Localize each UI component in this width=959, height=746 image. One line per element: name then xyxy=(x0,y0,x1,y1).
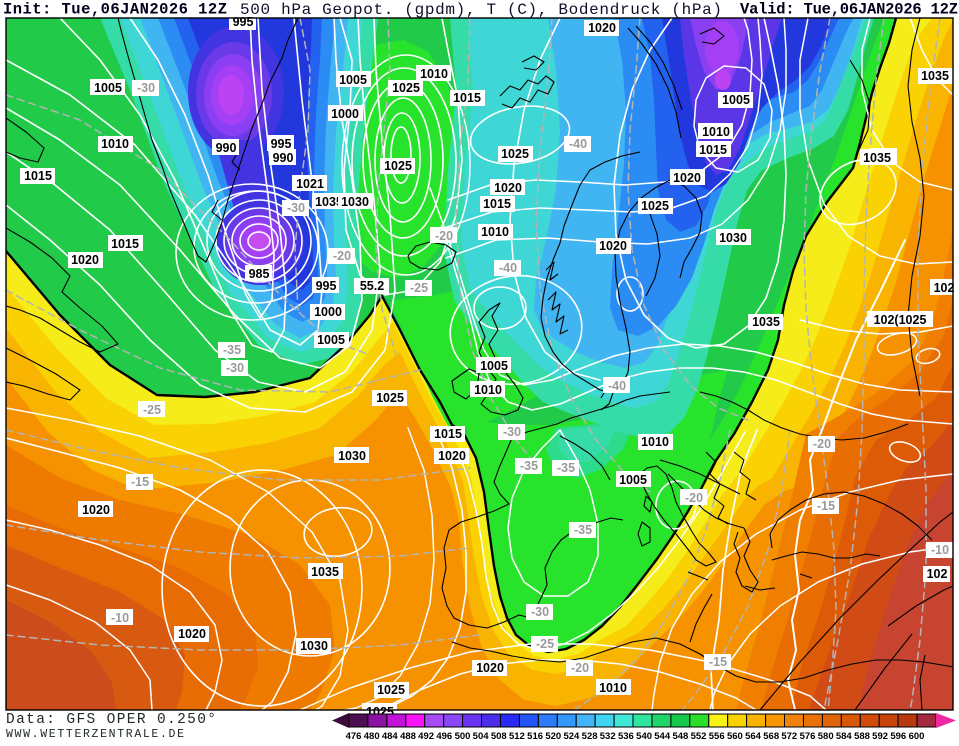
svg-text:-30: -30 xyxy=(137,81,155,95)
svg-text:985: 985 xyxy=(249,267,270,281)
svg-text:-40: -40 xyxy=(608,379,626,393)
svg-text:1035: 1035 xyxy=(311,565,339,579)
svg-text:1015: 1015 xyxy=(111,237,139,251)
svg-text:995: 995 xyxy=(271,137,292,151)
svg-text:1030: 1030 xyxy=(300,639,328,653)
svg-text:102(1025: 102(1025 xyxy=(874,313,927,327)
svg-text:1035: 1035 xyxy=(921,69,949,83)
svg-text:1030: 1030 xyxy=(341,195,369,209)
svg-text:1010: 1010 xyxy=(481,225,509,239)
svg-text:1020: 1020 xyxy=(599,239,627,253)
svg-text:1025: 1025 xyxy=(501,147,529,161)
svg-text:1005: 1005 xyxy=(317,333,345,347)
svg-text:1020: 1020 xyxy=(476,661,504,675)
svg-text:1010: 1010 xyxy=(474,383,502,397)
svg-text:1010: 1010 xyxy=(702,125,730,139)
svg-text:995: 995 xyxy=(316,279,337,293)
svg-text:-20: -20 xyxy=(333,249,351,263)
svg-text:1000: 1000 xyxy=(331,107,359,121)
svg-text:1005: 1005 xyxy=(722,93,750,107)
svg-text:1020: 1020 xyxy=(494,181,522,195)
svg-text:1025: 1025 xyxy=(392,81,420,95)
svg-text:990: 990 xyxy=(216,141,237,155)
svg-text:1025: 1025 xyxy=(376,391,404,405)
svg-text:-25: -25 xyxy=(410,281,428,295)
svg-text:1005: 1005 xyxy=(339,73,367,87)
svg-text:1010: 1010 xyxy=(101,137,129,151)
svg-text:1020: 1020 xyxy=(673,171,701,185)
svg-text:-20: -20 xyxy=(435,229,453,243)
svg-text:-20: -20 xyxy=(813,437,831,451)
svg-text:1010: 1010 xyxy=(641,435,669,449)
svg-text:1010: 1010 xyxy=(420,67,448,81)
svg-text:-35: -35 xyxy=(574,523,592,537)
svg-text:-10: -10 xyxy=(931,543,949,557)
svg-text:-20: -20 xyxy=(571,661,589,675)
svg-text:102: 102 xyxy=(927,567,948,581)
svg-text:55.2: 55.2 xyxy=(360,279,384,293)
svg-text:1020: 1020 xyxy=(438,449,466,463)
svg-text:1015: 1015 xyxy=(483,197,511,211)
svg-text:1030: 1030 xyxy=(719,231,747,245)
svg-text:1015: 1015 xyxy=(434,427,462,441)
svg-text:-10: -10 xyxy=(111,611,129,625)
svg-text:1015: 1015 xyxy=(453,91,481,105)
svg-text:-30: -30 xyxy=(503,425,521,439)
svg-text:-20: -20 xyxy=(685,491,703,505)
svg-text:1000: 1000 xyxy=(314,305,342,319)
svg-text:-30: -30 xyxy=(531,605,549,619)
svg-text:102: 102 xyxy=(934,281,955,295)
svg-text:-25: -25 xyxy=(536,637,554,651)
svg-text:1035: 1035 xyxy=(752,315,780,329)
svg-text:-35: -35 xyxy=(557,461,575,475)
svg-text:1020: 1020 xyxy=(82,503,110,517)
svg-text:1020: 1020 xyxy=(588,21,616,35)
svg-text:1020: 1020 xyxy=(71,253,99,267)
svg-text:-40: -40 xyxy=(499,261,517,275)
svg-text:1020: 1020 xyxy=(178,627,206,641)
svg-text:-40: -40 xyxy=(569,137,587,151)
svg-text:1005: 1005 xyxy=(480,359,508,373)
svg-text:1015: 1015 xyxy=(24,169,52,183)
svg-text:1035: 1035 xyxy=(863,151,891,165)
svg-text:990: 990 xyxy=(273,151,294,165)
svg-text:-15: -15 xyxy=(709,655,727,669)
svg-text:1025: 1025 xyxy=(384,159,412,173)
svg-text:-30: -30 xyxy=(226,361,244,375)
svg-text:Data: GFS OPER 0.250°: Data: GFS OPER 0.250° xyxy=(6,712,216,728)
svg-text:1015: 1015 xyxy=(699,143,727,157)
svg-text:1025: 1025 xyxy=(377,683,405,697)
svg-text:1030: 1030 xyxy=(338,449,366,463)
svg-text:-15: -15 xyxy=(131,475,149,489)
svg-text:1025: 1025 xyxy=(641,199,669,213)
svg-text:WWW.WETTERZENTRALE.DE: WWW.WETTERZENTRALE.DE xyxy=(6,728,184,741)
svg-text:-35: -35 xyxy=(520,459,538,473)
svg-text:-35: -35 xyxy=(223,343,241,357)
svg-text:1010: 1010 xyxy=(599,681,627,695)
svg-text:1005: 1005 xyxy=(619,473,647,487)
svg-text:500 hPa Geopot. (gpdm), T (C),: 500 hPa Geopot. (gpdm), T (C), Bodendruc… xyxy=(240,1,722,19)
svg-text:-25: -25 xyxy=(143,403,161,417)
svg-text:-30: -30 xyxy=(287,201,305,215)
svg-text:-15: -15 xyxy=(817,499,835,513)
svg-text:1005: 1005 xyxy=(94,81,122,95)
svg-text:1035: 1035 xyxy=(315,195,343,209)
svg-text:1021: 1021 xyxy=(296,177,324,191)
